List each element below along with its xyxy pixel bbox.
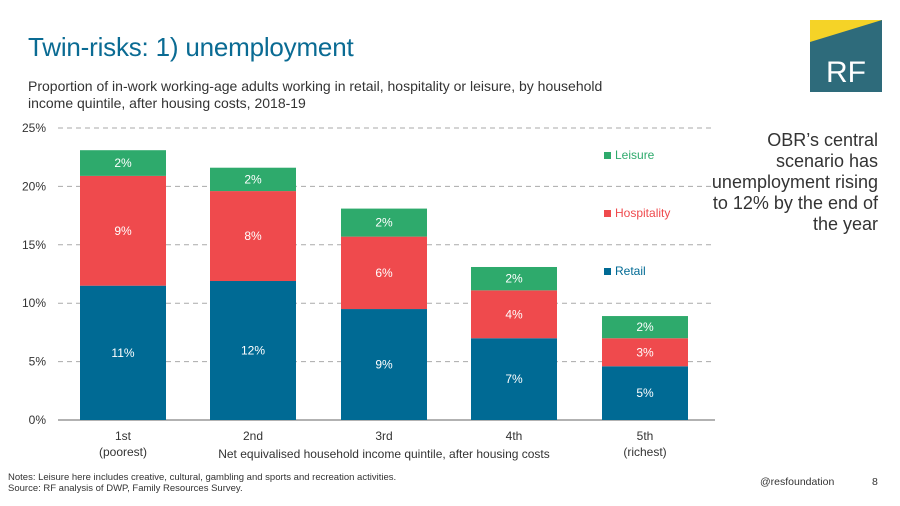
data-label: 2% — [505, 272, 523, 286]
bar-segment-hospitality — [602, 338, 688, 367]
data-label: 9% — [114, 224, 132, 238]
data-label: 8% — [244, 229, 262, 243]
legend-label-leisure: Leisure — [615, 148, 655, 162]
data-label: 2% — [114, 156, 132, 170]
bar-segment-hospitality — [341, 236, 427, 310]
bar-segment-hospitality — [80, 175, 166, 286]
data-label: 11% — [111, 346, 134, 360]
x-tick-sublabel: (richest) — [623, 445, 666, 459]
y-tick-label: 0% — [29, 413, 47, 427]
legend-swatch-leisure — [604, 152, 611, 159]
bar-segment-retail — [471, 338, 557, 420]
bar-segment-leisure — [341, 208, 427, 237]
y-tick-label: 10% — [22, 296, 46, 310]
x-tick-label: 5th — [637, 429, 654, 443]
bar-segment-leisure — [602, 316, 688, 339]
notes-line: Notes: Leisure here includes creative, c… — [8, 472, 397, 483]
twitter-handle: @resfoundation — [760, 476, 835, 488]
legend-label-hospitality: Hospitality — [615, 206, 670, 220]
legend-swatch-hospitality — [604, 210, 611, 217]
bar-segment-retail — [80, 285, 166, 420]
x-tick-label: 1st — [115, 429, 132, 443]
data-label: 4% — [505, 307, 523, 321]
source-line: Source: RF analysis of DWP, Family Resou… — [8, 483, 243, 494]
bar-segment-retail — [341, 309, 427, 420]
data-label: 7% — [505, 372, 523, 386]
data-label: 12% — [241, 344, 265, 358]
bar-segment-hospitality — [210, 191, 296, 282]
chart-subtitle: Proportion of in-work working-age adults… — [28, 78, 603, 111]
data-label: 5% — [636, 386, 654, 400]
bar-segment-retail — [210, 281, 296, 420]
x-tick-label: 4th — [506, 429, 523, 443]
bar-segment-hospitality — [471, 290, 557, 339]
data-label: 2% — [244, 172, 262, 186]
bar-segment-leisure — [80, 150, 166, 176]
x-axis-title: Net equivalised household income quintil… — [218, 447, 550, 461]
data-label: 3% — [636, 345, 654, 359]
logo-text: RF — [826, 56, 866, 89]
bar-segment-leisure — [471, 266, 557, 291]
logo-yellow-corner — [810, 20, 882, 42]
slide-title: Twin-risks: 1) unemployment — [28, 32, 354, 62]
legend-label-retail: Retail — [615, 264, 646, 278]
y-tick-label: 25% — [22, 121, 46, 135]
notes: Notes: Leisure here includes creative, c… — [8, 472, 396, 494]
bar-segment-retail — [602, 366, 688, 420]
y-tick-label: 20% — [22, 179, 46, 193]
resolution-foundation-logo: RF — [810, 20, 882, 92]
data-label: 2% — [636, 320, 654, 334]
bar-segment-leisure — [210, 167, 296, 192]
data-label: 6% — [375, 266, 393, 280]
legend-swatch-retail — [604, 268, 611, 275]
side-note: OBR’s central scenario has unemployment … — [711, 130, 878, 234]
logo-teal-square — [810, 20, 882, 92]
page-number: 8 — [872, 476, 878, 488]
x-tick-label: 2nd — [243, 429, 263, 443]
data-label: 2% — [375, 216, 393, 230]
y-tick-label: 5% — [29, 355, 47, 369]
x-tick-label: 3rd — [375, 429, 392, 443]
x-tick-sublabel: (poorest) — [99, 445, 147, 459]
y-tick-label: 15% — [22, 238, 46, 252]
data-label: 9% — [375, 358, 393, 372]
